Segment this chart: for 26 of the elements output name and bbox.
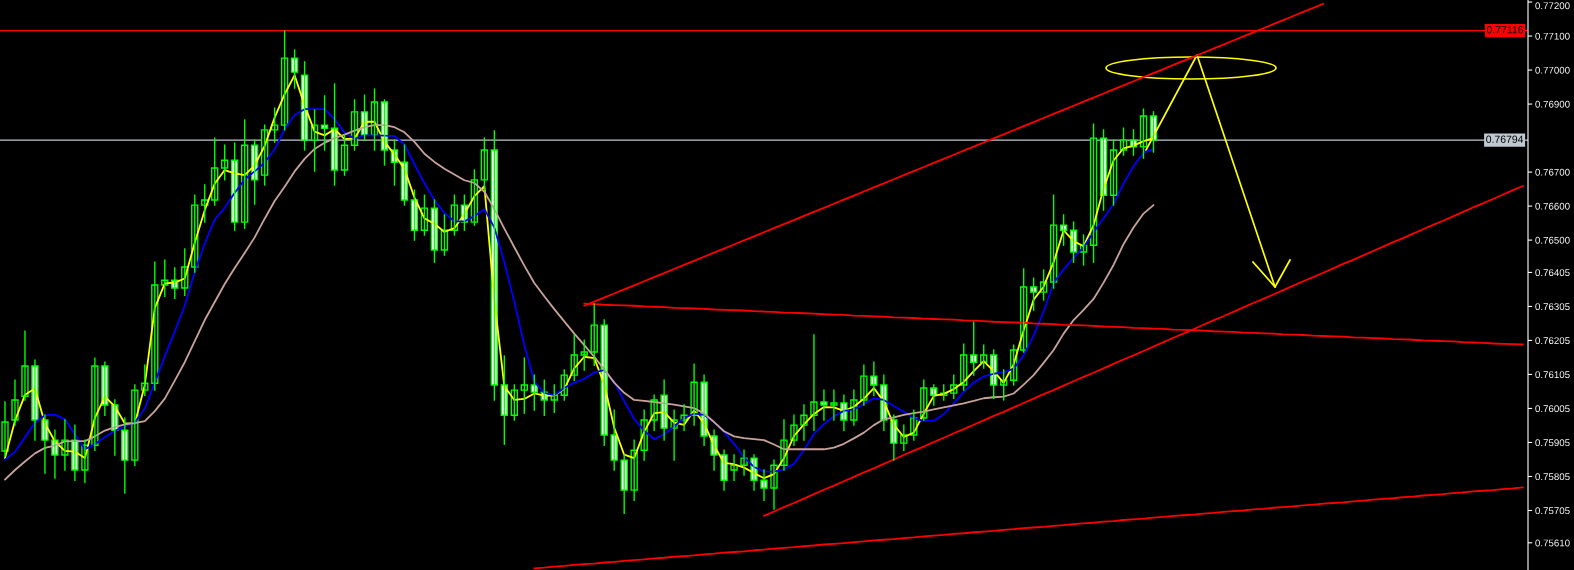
candlestick [320,95,329,151]
y-tick-label: 0.76105 [1535,371,1570,379]
y-tick-label: 0.76005 [1535,405,1570,413]
line-series [533,486,1524,570]
y-tick-label: 0.76205 [1535,337,1570,345]
candlestick [830,389,838,421]
y-tick-label: 0.76305 [1535,303,1570,311]
y-tick-label: 0.76600 [1535,202,1570,210]
y-tick-label: 0.77000 [1535,66,1570,74]
ref-line-label: 0.76794 [1486,135,1524,143]
y-tick-label: 0.77100 [1535,32,1570,40]
ref-line-label: 0.77116 [1486,26,1523,34]
y-tick-label: 0.75705 [1535,507,1570,515]
y-tick-label: 0.76900 [1535,100,1570,108]
y-tick-label: 0.77200 [1535,2,1570,10]
y-tick-label: 0.75905 [1535,439,1570,447]
candlestick [820,389,828,421]
candlestick [1029,277,1038,311]
candlestick [221,144,229,181]
candlestick [520,357,529,414]
y-tick-label: 0.75610 [1535,539,1570,547]
candlestick [580,339,588,371]
y-tick-label: 0.75805 [1535,473,1570,481]
y-tick-label: 0.76405 [1535,269,1570,277]
y-tick-label: 0.76500 [1535,236,1570,244]
y-tick-label: 0.76700 [1535,168,1570,176]
